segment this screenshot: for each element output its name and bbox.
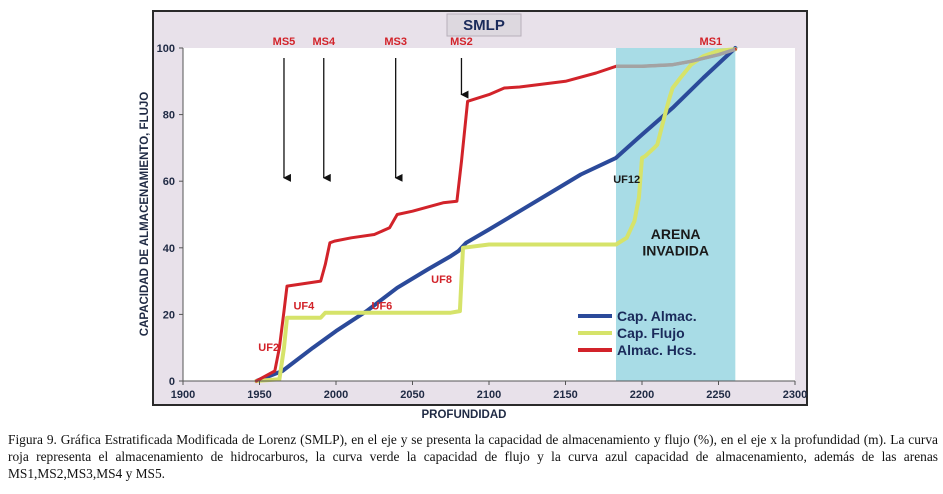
x-tick-label: 2150 [553,389,577,401]
uf-label: UF6 [372,300,393,312]
x-tick-layer: 1900 1950 2000 2050 2100 2150 2200 2250 2300 [171,381,807,401]
ms-label: MS2 [450,36,473,48]
ms-label: MS5 [273,36,296,48]
ms-label: MS1 [700,36,723,48]
legend-label-cap-flujo: Cap. Flujo [617,325,685,341]
y-tick-label: 100 [157,43,175,55]
y-tick-label: 60 [163,176,175,188]
legend-label-almac-hcs: Almac. Hcs. [617,342,696,358]
y-tick-label: 0 [169,376,175,388]
series-cap-almac [254,46,738,383]
x-tick-label: 2200 [630,389,654,401]
y-tick-label: 40 [163,243,175,255]
annotation-layer: MS5 MS4 MS3 MS2 MS1 UF2 UF4 UF6 UF8 UF12 [258,36,722,354]
legend: Cap. Almac. Cap. Flujo Almac. Hcs. [578,308,697,358]
y-tick-layer: 0 20 40 60 80 100 [157,43,183,388]
legend-label-cap-almac: Cap. Almac. [617,308,697,324]
series-almac-hcs-invaded-segment [616,47,736,69]
chart-title: SMLP [463,17,505,34]
x-tick-label: 1900 [171,389,195,401]
x-tick-label: 2250 [706,389,730,401]
lorenz-chart: SMLP ARENA INVADIDA MS5 MS4 MS3 MS2 MS1 UF2 UF… [139,13,807,421]
y-tick-label: 20 [163,309,175,321]
series-layer [254,46,738,383]
arena-invadida-label-line1: ARENA [651,226,701,242]
ms-label: MS3 [384,36,407,48]
title-box [446,13,522,37]
x-tick-label: 2300 [783,389,807,401]
x-tick-label: 2100 [477,389,501,401]
figure-caption: Figura 9. Gráfica Estratificada Modifica… [8,432,938,481]
uf-label: UF12 [613,174,640,186]
ms-label: MS4 [312,36,336,48]
uf-label: UF2 [258,342,279,354]
series-cap-flujo [254,47,738,383]
uf-label: UF8 [431,274,452,286]
y-axis-title: CAPACIDAD DE ALMACENAMIENTO, FLUJO [139,92,151,337]
x-tick-label: 2050 [400,389,424,401]
uf-label: UF4 [293,300,315,312]
x-axis-title: PROFUNDIDAD [422,409,507,421]
x-tick-label: 1950 [247,389,271,401]
y-tick-label: 80 [163,110,175,122]
arena-invadida-label-line2: INVADIDA [642,242,709,258]
x-tick-label: 2000 [324,389,348,401]
